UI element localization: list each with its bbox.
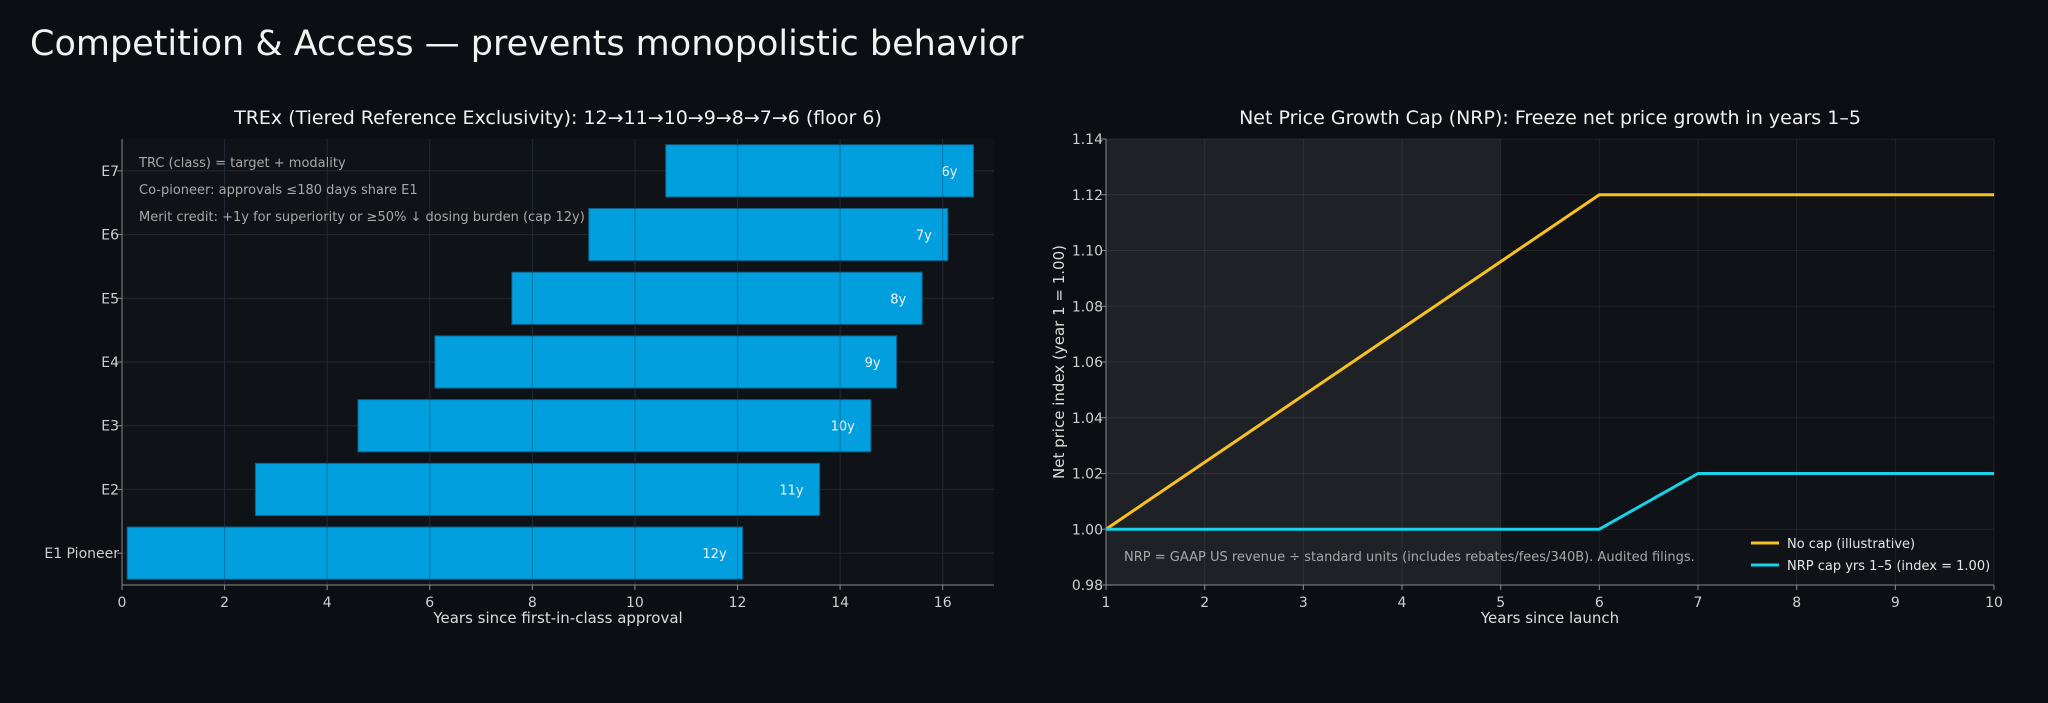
trex-bar <box>511 271 923 325</box>
nrp-y-tick-label: 1.12 <box>1072 188 1103 204</box>
trex-annotation-merit-credit: Merit credit: +1y for superiority or ≥50… <box>139 210 585 225</box>
nrp-annotation: NRP = GAAP US revenue ÷ standard units (… <box>1124 550 1695 565</box>
trex-bar-label: 6y <box>942 165 958 180</box>
nrp-x-tick-label: 2 <box>1200 595 1209 611</box>
nrp-y-axis-label: Net price index (year 1 = 1.00) <box>1050 245 1068 479</box>
nrp-cap-series-line <box>1106 472 1994 531</box>
trex-bar-label: 8y <box>890 292 906 307</box>
nrp-y-tick-label: 1.14 <box>1072 132 1103 148</box>
nrp-legend: No cap (illustrative) NRP cap yrs 1–5 (i… <box>1751 537 1990 574</box>
trex-y-tick-label: E5 <box>101 291 119 307</box>
nrp-x-tick-label: 5 <box>1496 595 1505 611</box>
nrp-y-tick-label: 1.06 <box>1072 355 1103 371</box>
trex-y-tick-label: E7 <box>101 164 119 180</box>
trex-x-tick-label: 10 <box>626 595 644 611</box>
page-title: Competition & Access — prevents monopoli… <box>30 24 1024 64</box>
nrp-x-tick-label: 9 <box>1891 595 1900 611</box>
trex-y-tick-label: E2 <box>101 482 119 498</box>
trex-bar-label: 12y <box>702 547 727 562</box>
nrp-x-tick-label: 4 <box>1398 595 1407 611</box>
nrp-freeze-shaded-region <box>1106 139 1501 585</box>
trex-bar <box>357 399 872 453</box>
trex-bar <box>254 462 821 517</box>
trex-bar <box>126 526 744 580</box>
nrp-x-tick-label: 7 <box>1694 595 1703 611</box>
nrp-y-ticks: 0.98 1.00 1.02 1.04 1.06 1.08 1.10 1.12 1.14 <box>1072 132 1106 594</box>
trex-annotation-co-pioneer: Co-pioneer: approvals ≤180 days share E1 <box>139 183 418 198</box>
nrp-x-tick-label: 1 <box>1102 595 1111 611</box>
trex-y-tick-label: E3 <box>101 419 119 435</box>
nrp-x-tick-label: 6 <box>1595 595 1604 611</box>
trex-x-tick-label: 2 <box>220 595 229 611</box>
trex-y-tick-label: E6 <box>101 228 119 244</box>
trex-x-tick-label: 6 <box>425 595 434 611</box>
nrp-x-axis-label: Years since launch <box>1480 609 1619 627</box>
nrp-y-tick-label: 1.04 <box>1072 411 1103 427</box>
nrp-chart: 1 2 3 4 5 6 7 8 9 10 0.98 1.00 1.02 1.04 1.06 1.08 1.10… <box>1050 107 2003 627</box>
trex-x-tick-label: 0 <box>118 595 127 611</box>
trex-bar <box>588 207 949 262</box>
legend-nrp-cap-label: NRP cap yrs 1–5 (index = 1.00) <box>1787 559 1990 574</box>
nrp-y-tick-label: 1.02 <box>1072 467 1103 483</box>
nrp-y-tick-label: 1.08 <box>1072 299 1103 315</box>
nrp-y-tick-label: 1.10 <box>1072 244 1103 260</box>
trex-x-tick-label: 16 <box>934 595 952 611</box>
nrp-x-ticks: 1 2 3 4 5 6 7 8 9 10 <box>1102 585 2003 611</box>
trex-x-ticks: 0 2 4 6 8 10 12 14 16 <box>118 585 952 611</box>
trex-bars: 12y 11y 10y 9y 8y 7y 6y <box>121 139 974 585</box>
nrp-x-tick-label: 10 <box>1985 595 2003 611</box>
trex-bar <box>665 144 974 198</box>
trex-chart-title: TREx (Tiered Reference Exclusivity): 12→… <box>233 107 882 129</box>
trex-chart: 12y 11y 10y 9y 8y 7y 6y 0 2 4 6 8 10 12 14 16 E1 Pione… <box>44 107 994 627</box>
trex-y-ticks: E1 Pioneer E2 E3 E4 E5 E6 E7 <box>44 164 122 562</box>
trex-x-tick-label: 12 <box>729 595 747 611</box>
legend-no-cap-label: No cap (illustrative) <box>1787 537 1915 552</box>
nrp-y-tick-label: 0.98 <box>1072 578 1103 594</box>
trex-bar-label: 9y <box>865 356 881 371</box>
no-cap-series-line <box>1105 193 1994 531</box>
trex-y-tick-label: E1 Pioneer <box>44 546 119 562</box>
trex-bar-label: 7y <box>916 229 932 244</box>
trex-bar <box>434 335 898 389</box>
nrp-x-tick-label: 8 <box>1792 595 1801 611</box>
trex-bar-label: 11y <box>779 483 804 498</box>
trex-x-axis-label: Years since first-in-class approval <box>432 609 682 627</box>
nrp-x-tick-label: 3 <box>1299 595 1308 611</box>
nrp-y-tick-label: 1.00 <box>1072 522 1103 538</box>
trex-y-tick-label: E4 <box>101 355 119 371</box>
trex-x-tick-label: 14 <box>831 595 849 611</box>
trex-annotation-trc: TRC (class) = target + modality <box>138 156 346 171</box>
trex-x-tick-label: 8 <box>528 595 537 611</box>
nrp-chart-title: Net Price Growth Cap (NRP): Freeze net p… <box>1239 107 1861 129</box>
trex-x-tick-label: 4 <box>323 595 332 611</box>
trex-bar-label: 10y <box>831 420 856 435</box>
nrp-lines <box>1105 193 1994 531</box>
